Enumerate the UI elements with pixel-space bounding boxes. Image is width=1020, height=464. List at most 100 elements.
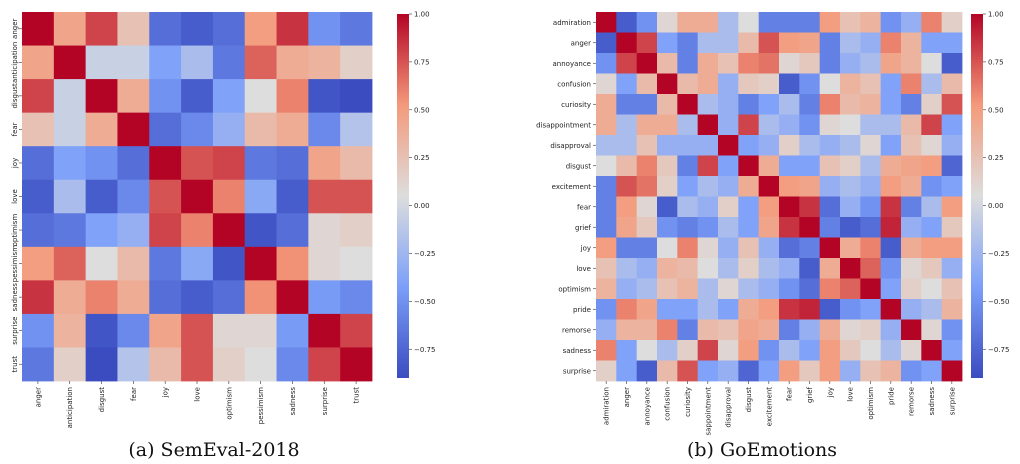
heatmap-cell [308, 280, 341, 315]
heatmap-cell [212, 146, 246, 181]
heatmap-cell [901, 360, 922, 382]
heatmap-cell [921, 258, 943, 279]
caption-semeval: (a) SemEval-2018 [128, 439, 299, 461]
y-tick-label: joy [11, 158, 19, 169]
heatmap-cell [117, 12, 150, 46]
heatmap-cell [244, 246, 277, 281]
heatmap-cell [657, 196, 678, 218]
heatmap-cell [880, 340, 902, 361]
y-tick-label: annoyance [553, 60, 591, 68]
heatmap-cell [657, 278, 678, 300]
heatmap-cell [921, 340, 943, 361]
heatmap-cell [799, 258, 821, 279]
heatmap-cell [596, 176, 617, 197]
heatmap-cell [85, 313, 118, 348]
heatmap-cell [308, 213, 341, 248]
y-tick-label: optimism [11, 214, 19, 247]
x-tick-label: anger [34, 387, 42, 407]
heatmap-cell [340, 45, 373, 80]
heatmap-cell [779, 299, 800, 320]
y-tick-label: sadness [563, 347, 592, 355]
heatmap-cell [840, 360, 861, 382]
heatmap-cell [181, 347, 214, 382]
heatmap-cell [941, 94, 963, 115]
heatmap-cell [860, 196, 882, 218]
heatmap-cell [244, 112, 277, 147]
heatmap-cell [901, 73, 922, 95]
heatmap-cell [941, 53, 963, 74]
colorbar-tick-label: 0.25 [988, 154, 1004, 162]
y-tick-label: disapproval [550, 142, 591, 150]
heatmap-cell [22, 112, 55, 147]
heatmap-cell [677, 73, 699, 95]
heatmap-cell [901, 299, 922, 320]
heatmap-cell [657, 340, 678, 361]
heatmap-cell [636, 135, 658, 156]
heatmap-cell [22, 146, 55, 181]
heatmap-cell [860, 237, 882, 259]
heatmap-cell [799, 155, 821, 177]
heatmap-cell [340, 12, 373, 46]
heatmap-cell [799, 217, 821, 238]
heatmap-cell [657, 32, 678, 54]
colorbar-gradient [971, 14, 983, 378]
heatmap-cell [212, 179, 246, 214]
heatmap-cell [758, 53, 780, 74]
heatmap-cell [860, 299, 882, 320]
heatmap-cell [244, 313, 277, 348]
heatmap-cell [657, 155, 678, 177]
heatmap-cell [880, 94, 902, 115]
heatmap-cell [212, 313, 246, 348]
x-tick-label: love [194, 387, 202, 402]
heatmap-cell [860, 53, 882, 74]
heatmap-cell [758, 258, 780, 279]
heatmap-cell [340, 112, 373, 147]
heatmap-cell [921, 94, 943, 115]
heatmap-cell [921, 196, 943, 218]
heatmap-cell [276, 146, 309, 181]
heatmap-cell [181, 12, 214, 46]
heatmap-cell [840, 278, 861, 300]
heatmap-cell [819, 32, 841, 54]
heatmap-cell [799, 237, 821, 259]
y-tick-label: trust [11, 356, 19, 373]
heatmap-cell [718, 94, 739, 115]
heatmap-cell [758, 135, 780, 156]
heatmap-cell [718, 114, 739, 136]
heatmap-cell [779, 237, 800, 259]
y-tick-label: surprise [563, 367, 591, 375]
x-tick-label: joy [826, 387, 834, 398]
heatmap-cell [596, 155, 617, 177]
heatmap-cell [840, 114, 861, 136]
heatmap-cell [244, 179, 277, 214]
heatmap-cell [941, 340, 963, 361]
heatmap-cell [819, 340, 841, 361]
heatmap-cell [657, 217, 678, 238]
heatmap-cell [738, 299, 760, 320]
heatmap-cell [22, 246, 55, 281]
x-tick-label: joy [162, 387, 170, 398]
colorbar-tick-label: −0.50 [414, 298, 435, 306]
heatmap-cell [901, 278, 922, 300]
heatmap-cell [181, 246, 214, 281]
heatmap-cell [901, 94, 922, 115]
heatmap-cell [276, 280, 309, 315]
heatmap-cell [840, 319, 861, 341]
colorbar-tick-label: −0.50 [988, 298, 1009, 306]
heatmap-cell [53, 313, 87, 348]
x-tick-label: disgust [98, 387, 106, 413]
heatmap-cell [880, 299, 902, 320]
heatmap-cell [901, 176, 922, 197]
heatmap-cell [901, 217, 922, 238]
heatmap-cell [677, 12, 699, 33]
heatmap-cell [340, 79, 373, 114]
heatmap-cell [718, 340, 739, 361]
heatmap-cell [880, 73, 902, 95]
heatmap-cell [880, 32, 902, 54]
heatmap-cell [697, 299, 719, 320]
heatmap-cell [758, 12, 780, 33]
heatmap-cell [819, 319, 841, 341]
heatmap-cell [901, 32, 922, 54]
heatmap-cell [718, 135, 739, 156]
heatmap-cell [840, 237, 861, 259]
